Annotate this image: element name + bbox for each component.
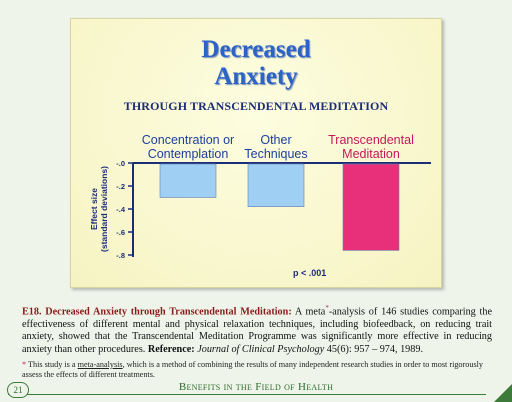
y-tick-label: -.8 xyxy=(116,251,125,260)
caption-lead: E18. Decreased Anxiety through Transcend… xyxy=(22,306,292,318)
caption-star: * xyxy=(325,304,329,312)
chart-title-line1: Decreased xyxy=(201,36,311,63)
y-tick-label: -.6 xyxy=(116,228,125,237)
y-tick-label: -.4 xyxy=(116,205,126,214)
chart-plot: -.0 -.2 -.4 -.6 -.8 Effect size (standard devi… xyxy=(89,159,431,260)
bar-0 xyxy=(159,163,217,198)
footer-divider xyxy=(8,394,486,395)
caption-body-start: A meta xyxy=(291,306,326,318)
caption-citation: 45(6): 957 – 974, 1989. xyxy=(324,343,424,355)
y-axis-label-line1: Effect size xyxy=(89,188,99,230)
chart-title-line2: Anxiety xyxy=(214,63,298,90)
chart-panel: Decreased Anxiety THROUGH TRANSCENDENTAL… xyxy=(70,18,442,288)
category-label-concentration: Concentration or Contemplation xyxy=(141,133,235,161)
caption-body: -analysis of 146 studies comparing the e… xyxy=(22,306,492,355)
bar-1 xyxy=(247,163,305,208)
y-tick-label: -.2 xyxy=(116,182,125,191)
y-axis-label-line2: (standard deviations) xyxy=(99,166,109,252)
category-label-transcendental-meditation: Transcendental Meditation xyxy=(328,133,414,161)
footnote-before: This study is a xyxy=(26,360,78,369)
page-corner-decoration xyxy=(494,384,512,402)
figure-caption: E18. Decreased Anxiety through Transcend… xyxy=(22,302,492,356)
footnote: * This study is a meta-analysis, which i… xyxy=(22,360,492,380)
chart-subtitle: THROUGH TRANSCENDENTAL MEDITATION xyxy=(123,99,389,113)
chart-title: Decreased Anxiety xyxy=(71,36,441,90)
caption-journal: Journal of Clinical Psychology xyxy=(197,343,325,355)
y-tick-label: -.0 xyxy=(116,159,125,168)
section-name: Benefits in the Field of Health xyxy=(178,381,334,393)
footnote-star: * xyxy=(22,360,27,369)
caption-reference-label: Reference: xyxy=(147,343,195,355)
page-number: 21 xyxy=(7,382,29,398)
bar-2 xyxy=(342,163,400,251)
footnote-after: , which is a method of combining the res… xyxy=(22,360,483,379)
footnote-term: meta-analysis xyxy=(77,360,123,369)
category-label-other-techniques: Other Techniques xyxy=(244,133,308,161)
p-value-annotation: p < .001 xyxy=(293,268,327,278)
